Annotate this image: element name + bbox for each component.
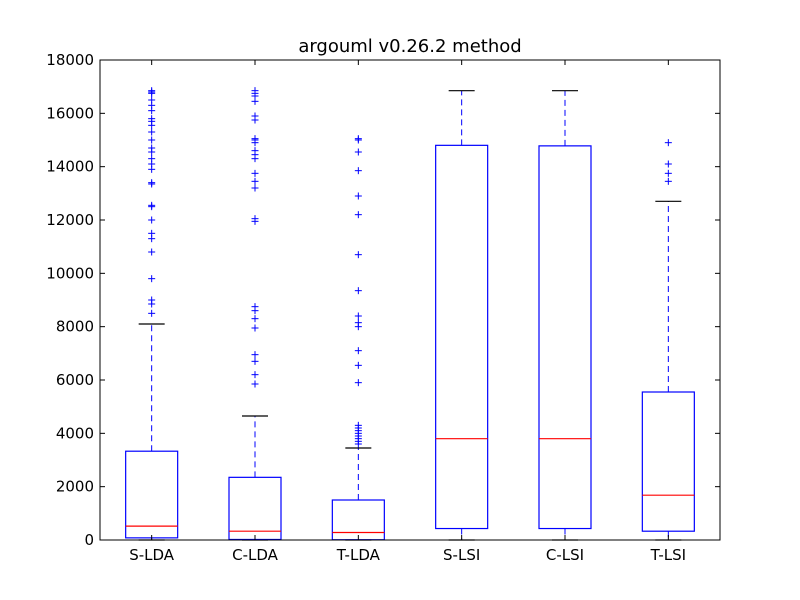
box-group-s-lsi — [435, 90, 489, 541]
flier-point — [251, 112, 259, 120]
y-tick-label: 2000 — [56, 478, 94, 496]
y-tick-label: 14000 — [46, 158, 94, 176]
box-iqr — [435, 144, 489, 530]
flier-point — [354, 319, 362, 327]
flier-point — [148, 229, 156, 237]
y-tick-label: 0 — [84, 531, 94, 549]
flier-point — [354, 312, 362, 320]
flier-point — [251, 135, 259, 143]
flier-point — [354, 251, 362, 259]
x-tick-label: T-LDA — [336, 546, 381, 564]
flier-point — [664, 160, 672, 168]
y-tick-label: 6000 — [56, 371, 94, 389]
flier-point — [148, 136, 156, 144]
flier-point — [354, 347, 362, 355]
flier-point — [354, 192, 362, 200]
flier-point — [148, 296, 156, 304]
flier-point — [354, 167, 362, 175]
flier-point — [354, 135, 362, 143]
flier-point — [354, 379, 362, 387]
y-tick-label: 18000 — [46, 51, 94, 69]
box-iqr — [641, 391, 695, 532]
box-group-c-lsi — [538, 90, 592, 541]
flier-point — [148, 309, 156, 317]
flier-point — [148, 275, 156, 283]
flier-point — [251, 169, 259, 177]
box-group-t-lsi — [641, 139, 695, 541]
flier-point — [148, 216, 156, 224]
flier-point — [251, 147, 259, 155]
y-tick-label: 10000 — [46, 264, 94, 282]
flier-point — [354, 361, 362, 369]
flier-point — [251, 184, 259, 192]
flier-point — [251, 351, 259, 359]
box-iqr — [125, 450, 179, 539]
flier-point — [664, 177, 672, 185]
flier-point — [148, 115, 156, 123]
box-group-t-lda — [331, 135, 385, 541]
x-tick-label: T-LSI — [650, 546, 687, 564]
flier-point — [251, 303, 259, 311]
flier-point — [148, 87, 156, 95]
flier-point — [251, 324, 259, 332]
flier-point — [148, 201, 156, 209]
plot-area — [125, 87, 695, 541]
flier-point — [148, 144, 156, 152]
flier-point — [354, 211, 362, 219]
chart-title: argouml v0.26.2 method — [298, 36, 521, 57]
x-tick-label: C-LSI — [546, 546, 584, 564]
y-tick-label: 16000 — [46, 104, 94, 122]
flier-point — [251, 315, 259, 323]
flier-point — [251, 357, 259, 365]
box-iqr — [228, 476, 282, 541]
box-iqr — [331, 499, 385, 541]
x-tick-label: S-LDA — [129, 546, 175, 564]
y-tick-label: 4000 — [56, 424, 94, 442]
box-group-s-lda — [125, 87, 179, 541]
flier-point — [354, 287, 362, 295]
flier-point — [251, 87, 259, 95]
flier-point — [354, 421, 362, 429]
x-tick-label: C-LDA — [232, 546, 279, 564]
y-tick-label: 12000 — [46, 211, 94, 229]
flier-point — [251, 177, 259, 185]
axes-frame — [99, 59, 721, 541]
box-group-c-lda — [228, 87, 282, 541]
flier-point — [664, 139, 672, 147]
flier-point — [148, 179, 156, 187]
flier-point — [148, 128, 156, 136]
flier-point — [148, 155, 156, 163]
flier-point — [251, 371, 259, 379]
flier-point — [251, 380, 259, 388]
flier-point — [148, 248, 156, 256]
flier-point — [664, 169, 672, 177]
flier-point — [354, 148, 362, 156]
flier-point — [251, 215, 259, 223]
axes: 0 2000 4000 6000 8000 10000 12000 14000 16000 180… — [46, 51, 720, 564]
x-tick-label: S-LSI — [443, 546, 480, 564]
y-tick-label: 8000 — [56, 318, 94, 336]
flier-point — [148, 96, 156, 104]
box-iqr — [538, 145, 592, 530]
